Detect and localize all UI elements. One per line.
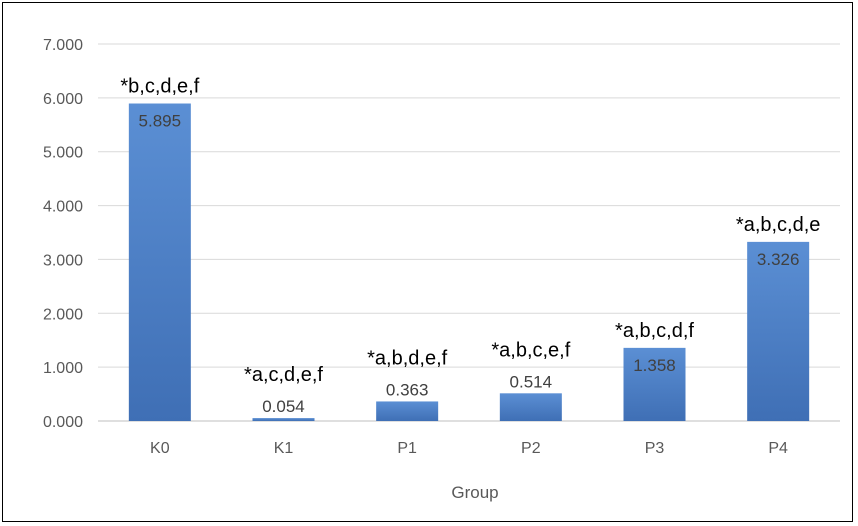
bar [623,347,686,421]
significance-annotation: *a,b,c,d,e [736,214,821,236]
data-label: 0.514 [510,372,553,391]
bar [499,393,562,421]
y-tick-label: 4.000 [43,199,83,216]
x-tick-label: K1 [274,440,294,457]
bar [747,241,810,421]
y-tick-label: 2.000 [43,306,83,323]
y-axis-ticks: 0.000 1.000 2.000 3.000 4.000 5.000 6.000 7.000 [43,37,83,431]
bar [376,401,439,421]
data-label: 1.358 [633,356,676,375]
x-tick-label: P4 [768,440,788,457]
bar [252,418,315,421]
y-tick-label: 0.000 [43,414,83,431]
x-axis-title: Group [451,483,498,502]
significance-annotation: *a,b,d,e,f [367,347,448,369]
data-label: 0.363 [386,380,429,399]
significance-annotation: *a,c,d,e,f [244,364,323,386]
data-label: 5.895 [139,112,182,131]
y-tick-label: 3.000 [43,252,83,269]
y-tick-label: 6.000 [43,91,83,108]
x-tick-label: P1 [397,440,417,457]
y-tick-label: 5.000 [43,145,83,162]
bars: 5.895 *b,c,d,e,f 0.054 *a,c,d,e,f 0.363 *a,b,… [120,76,820,421]
x-tick-label: P2 [521,440,541,457]
y-tick-label: 1.000 [43,360,83,377]
x-tick-label: P3 [645,440,665,457]
significance-annotation: *a,b,c,d,f [615,320,694,342]
data-label: 3.326 [757,250,800,269]
x-tick-label: K0 [150,440,170,457]
x-axis-ticks: K0 K1 P1 P2 P3 P4 [150,440,788,457]
bar [128,103,191,421]
gridlines [98,43,840,422]
significance-annotation: *a,b,c,e,f [491,339,570,361]
data-label: 0.054 [262,397,305,416]
y-tick-label: 7.000 [43,37,83,54]
significance-annotation: *b,c,d,e,f [120,76,199,98]
